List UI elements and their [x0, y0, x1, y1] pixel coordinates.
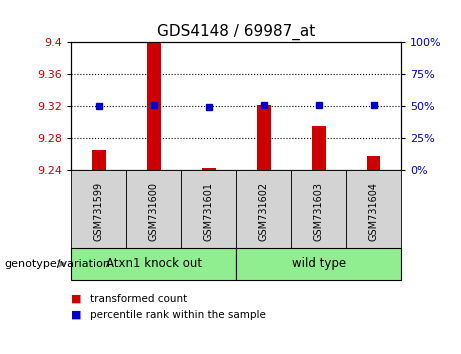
Text: ■: ■: [71, 294, 82, 304]
Bar: [312, 126, 325, 170]
Text: GSM731600: GSM731600: [149, 182, 159, 241]
Title: GDS4148 / 69987_at: GDS4148 / 69987_at: [157, 23, 315, 40]
Bar: [92, 150, 106, 170]
Bar: [257, 105, 271, 170]
Text: GSM731604: GSM731604: [369, 182, 378, 241]
Text: wild type: wild type: [292, 257, 346, 270]
Text: Atxn1 knock out: Atxn1 knock out: [106, 257, 202, 270]
Bar: [202, 168, 216, 170]
Bar: [367, 156, 380, 170]
Text: GSM731601: GSM731601: [204, 182, 214, 241]
Text: GSM731599: GSM731599: [94, 182, 104, 241]
Bar: [147, 42, 161, 170]
Text: GSM731603: GSM731603: [313, 182, 324, 241]
Text: ■: ■: [71, 310, 82, 320]
Text: genotype/variation: genotype/variation: [5, 259, 111, 269]
Text: percentile rank within the sample: percentile rank within the sample: [90, 310, 266, 320]
Text: transformed count: transformed count: [90, 294, 187, 304]
Text: GSM731602: GSM731602: [259, 182, 269, 241]
